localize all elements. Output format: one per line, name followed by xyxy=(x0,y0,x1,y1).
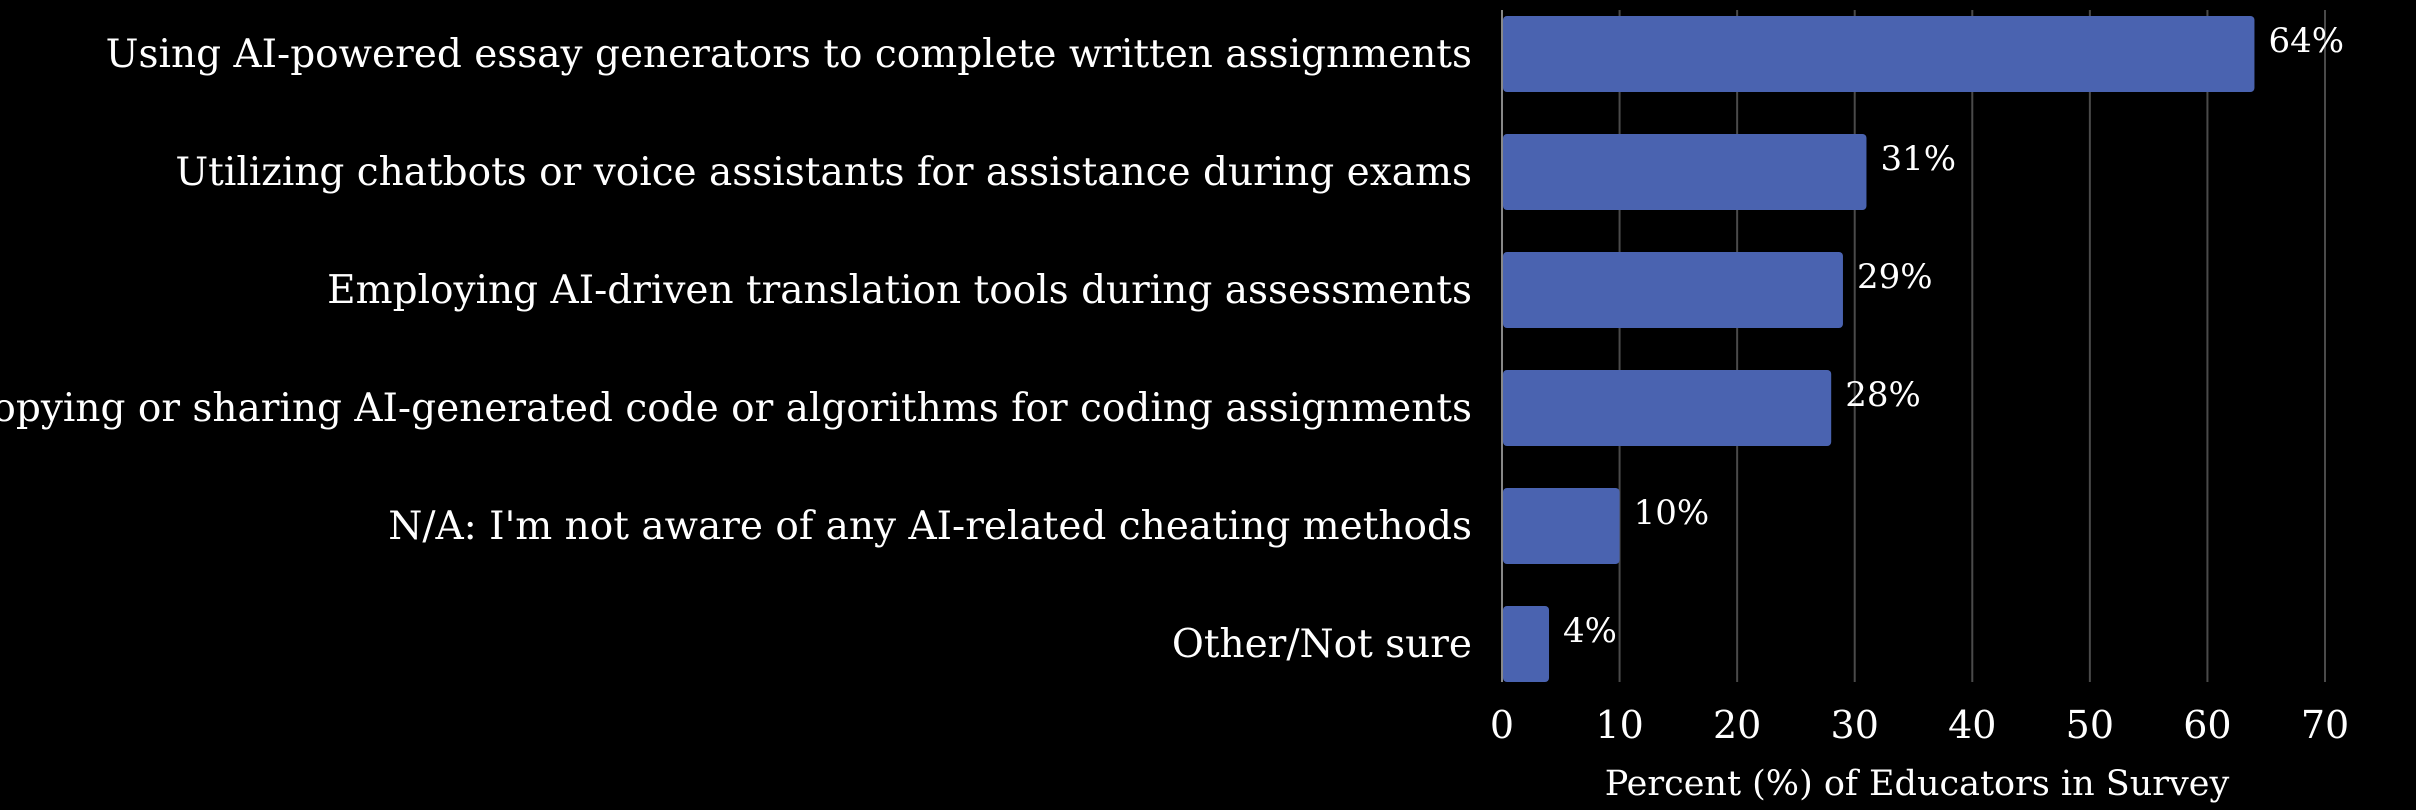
x-tick-label-70: 70 xyxy=(2301,703,2349,747)
bar-2 xyxy=(1503,252,1843,328)
bar-4 xyxy=(1503,488,1620,564)
x-tick-label-0: 0 xyxy=(1490,703,1514,747)
value-label-1: 31% xyxy=(1880,139,1956,179)
value-label-3: 28% xyxy=(1845,375,1921,415)
x-tick-label-30: 30 xyxy=(1831,703,1879,747)
value-label-2: 29% xyxy=(1857,257,1933,297)
gridlines xyxy=(1501,10,2326,682)
category-label-1: Utilizing chatbots or voice assistants f… xyxy=(175,150,1472,195)
category-label-2: Employing AI-driven translation tools du… xyxy=(327,268,1472,313)
value-label-5: 4% xyxy=(1563,611,1617,651)
bar-0 xyxy=(1503,16,2255,92)
value-label-0: 64% xyxy=(2268,21,2344,61)
x-tick-labels: 0 10 20 30 40 50 60 70 xyxy=(1490,703,2349,747)
x-axis-title: Percent (%) of Educators in Survey xyxy=(1605,764,2230,804)
category-label-4: N/A: I'm not aware of any AI-related che… xyxy=(388,504,1472,549)
category-label-0: Using AI-powered essay generators to com… xyxy=(106,32,1472,77)
x-tick-label-20: 20 xyxy=(1713,703,1761,747)
bar-5 xyxy=(1503,606,1550,682)
bars xyxy=(1503,16,2255,682)
x-tick-label-60: 60 xyxy=(2183,703,2231,747)
category-label-3: Copying or sharing AI-generated code or … xyxy=(0,386,1472,431)
bar-3 xyxy=(1503,370,1832,446)
x-tick-label-10: 10 xyxy=(1595,703,1643,747)
category-label-5: Other/Not sure xyxy=(1172,622,1472,667)
value-labels: 64% 31% 29% 28% 10% 4% xyxy=(1563,21,2344,651)
category-labels: Using AI-powered essay generators to com… xyxy=(0,32,1472,667)
value-label-4: 10% xyxy=(1634,493,1710,533)
x-tick-label-40: 40 xyxy=(1948,703,1996,747)
x-tick-label-50: 50 xyxy=(2066,703,2114,747)
bar-1 xyxy=(1503,134,1867,210)
